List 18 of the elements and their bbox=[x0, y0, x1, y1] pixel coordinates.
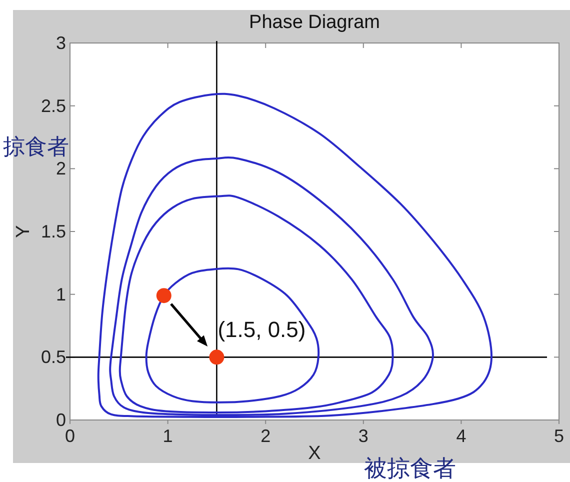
y-tick-label: 1.5 bbox=[40, 222, 66, 242]
x-tick-label: 4 bbox=[456, 426, 466, 446]
x-axis-title: X bbox=[308, 443, 322, 464]
x-tick-label: 1 bbox=[162, 426, 173, 446]
y-axis-title: Y bbox=[13, 224, 34, 238]
chart-title: Phase Diagram bbox=[249, 12, 380, 33]
y-tick-label: 0 bbox=[56, 410, 66, 430]
y-tick-label: 1 bbox=[56, 284, 66, 304]
text: 掠食者 bbox=[3, 134, 69, 159]
y-tick-label: 0.5 bbox=[40, 347, 66, 368]
x-tick-label: 5 bbox=[554, 426, 564, 446]
y-tick-label: 3 bbox=[56, 33, 66, 53]
x-tick-label: 3 bbox=[358, 426, 368, 446]
x-tick-label: 2 bbox=[260, 426, 271, 446]
y-tick-label: 2 bbox=[56, 158, 66, 179]
annotation: (1.5, 0.5) bbox=[218, 317, 306, 342]
y-tick-label: 2.5 bbox=[40, 96, 66, 116]
text: 被掠食者 bbox=[364, 456, 456, 481]
